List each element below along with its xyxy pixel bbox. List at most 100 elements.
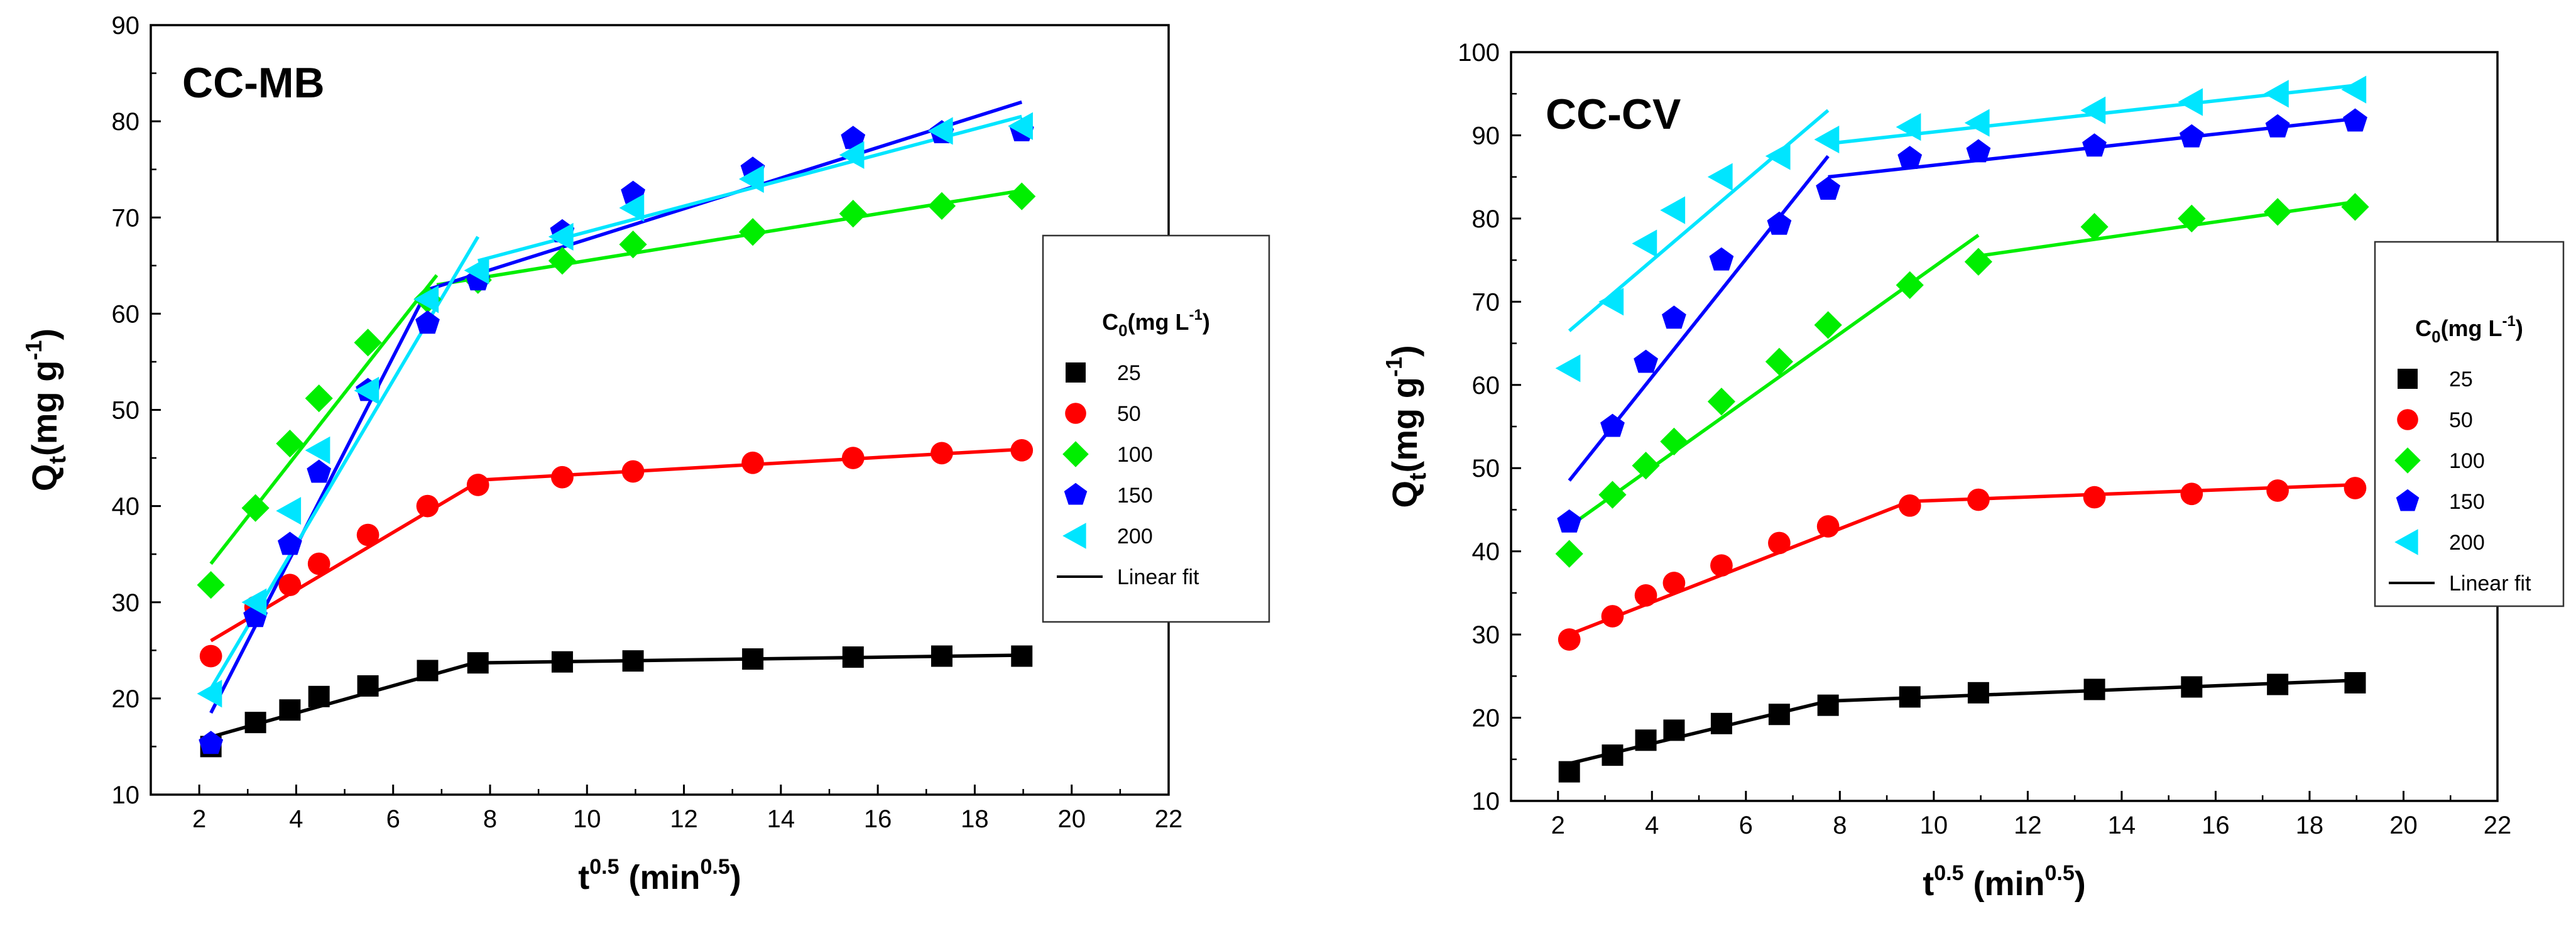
data-point-200	[276, 497, 302, 525]
data-point-50	[1634, 584, 1657, 607]
x-tick-label: 16	[864, 805, 892, 833]
legend-marker-25	[1066, 362, 1086, 383]
x-tick-label: 16	[2202, 812, 2230, 839]
x-tick-label: 2	[1551, 812, 1565, 839]
x-tick-label: 18	[2296, 812, 2324, 839]
data-point-200	[2341, 75, 2367, 104]
data-point-50	[2180, 482, 2203, 506]
data-point-50	[1662, 572, 1686, 594]
data-point-50	[621, 460, 645, 483]
legend-marker-150	[1064, 482, 1088, 505]
x-tick-label: 10	[1920, 812, 1948, 839]
data-point-200	[1660, 196, 1686, 224]
data-point-150	[1966, 139, 1991, 163]
data-point-50	[2083, 486, 2106, 509]
data-point-50	[1710, 554, 1733, 577]
panel-title: CC-CV	[1546, 90, 1681, 138]
data-point-200	[1896, 113, 1921, 141]
data-point-200	[354, 376, 379, 405]
x-tick-label: 22	[2484, 812, 2512, 839]
x-tick-label: 6	[386, 805, 400, 833]
data-point-200	[197, 680, 222, 708]
legend-label: 100	[1117, 443, 1153, 467]
data-point-150	[1767, 211, 1792, 235]
data-point-25	[931, 645, 952, 667]
data-point-150	[1557, 509, 1582, 533]
data-point-150	[1709, 247, 1734, 271]
data-point-50	[2266, 479, 2289, 502]
data-point-25	[551, 651, 573, 673]
x-tick-label: 22	[1155, 805, 1183, 833]
y-tick-label: 50	[112, 397, 140, 425]
data-point-100	[2178, 204, 2206, 232]
fit-line-100	[209, 274, 439, 565]
data-point-200	[1765, 142, 1791, 170]
data-point-25	[1602, 744, 1624, 766]
y-tick-label: 70	[112, 204, 140, 232]
legend-marker-50	[2397, 409, 2418, 430]
data-point-100	[2341, 193, 2369, 221]
data-point-200	[413, 285, 439, 313]
data-point-150	[1600, 413, 1625, 437]
data-point-150	[278, 531, 302, 555]
data-point-100	[1598, 481, 1627, 509]
data-point-25	[2181, 676, 2203, 698]
data-point-200	[548, 222, 574, 251]
y-tick-label: 30	[1472, 621, 1500, 649]
data-point-100	[619, 231, 647, 259]
data-point-100	[1660, 427, 1688, 455]
y-axis-title: Qt(mg g-1)	[1381, 345, 1431, 508]
data-point-200	[241, 588, 267, 616]
y-tick-label: 100	[1458, 39, 1500, 67]
fit-line-150	[209, 288, 429, 714]
data-point-100	[1814, 311, 1842, 339]
data-point-100	[276, 429, 304, 458]
data-point-150	[2265, 114, 2290, 138]
data-point-100	[927, 192, 956, 220]
x-tick-label: 8	[483, 805, 497, 833]
fit-line-100	[1978, 200, 2355, 258]
legend-marker-100	[1062, 441, 1089, 467]
data-point-25	[1011, 645, 1033, 667]
legend-title: C0(mg L-1)	[2415, 313, 2523, 346]
data-point-150	[841, 126, 866, 150]
data-point-200	[2264, 80, 2289, 108]
x-axis-title: t0.5 (min0.5)	[578, 855, 741, 896]
legend-fit-label: Linear fit	[1117, 565, 1199, 589]
data-point-200	[2178, 88, 2203, 116]
x-tick-label: 20	[2389, 812, 2418, 839]
data-point-200	[1707, 163, 1733, 191]
data-point-25	[279, 699, 301, 721]
fit-line-50	[1568, 499, 1911, 636]
data-point-50	[1967, 488, 1990, 511]
legend-label: 100	[2449, 449, 2485, 473]
fit-line-100	[436, 188, 1022, 287]
data-point-25	[467, 652, 489, 674]
data-point-100	[2080, 213, 2109, 241]
data-point-150	[2343, 108, 2367, 132]
legend-marker-150	[2396, 489, 2420, 511]
data-point-100	[1964, 247, 1992, 276]
data-point-100	[197, 571, 225, 599]
x-tick-label: 4	[1645, 812, 1659, 839]
data-point-25	[2267, 673, 2289, 695]
data-point-150	[1634, 349, 1658, 373]
data-point-25	[1967, 682, 1989, 704]
data-point-100	[354, 329, 382, 357]
legend-label: 150	[2449, 490, 2485, 514]
data-point-25	[2344, 672, 2366, 694]
legend-marker-50	[1065, 403, 1086, 424]
data-point-50	[1768, 531, 1791, 555]
data-point-25	[1817, 694, 1839, 716]
data-point-200	[305, 436, 330, 464]
data-point-200	[927, 117, 953, 145]
data-point-200	[1555, 354, 1581, 383]
x-tick-label: 18	[961, 805, 989, 833]
y-tick-label: 90	[1472, 122, 1500, 150]
x-tick-label: 12	[670, 805, 698, 833]
data-point-50	[416, 494, 439, 518]
legend-fit-label: Linear fit	[2449, 572, 2531, 596]
data-point-100	[1555, 540, 1583, 568]
y-tick-label: 80	[112, 108, 140, 136]
x-tick-label: 12	[2014, 812, 2042, 839]
